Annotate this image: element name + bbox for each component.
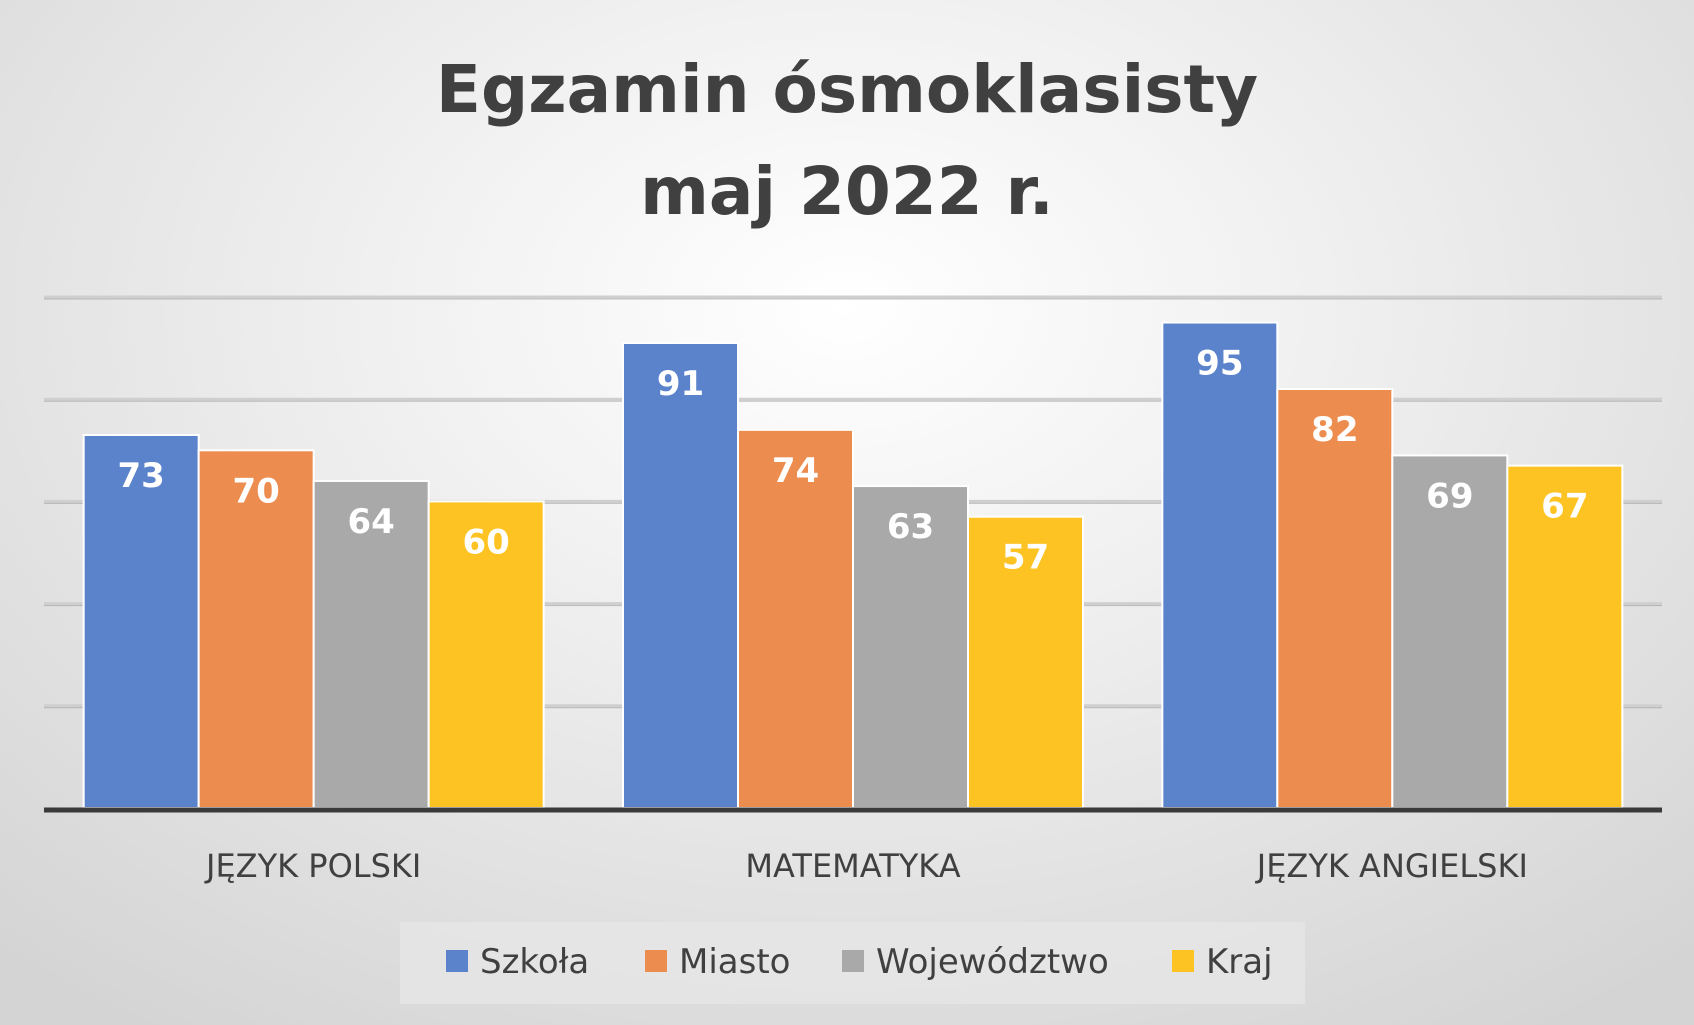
data-label: 63 — [887, 507, 934, 547]
category-label: MATEMATYKA — [745, 847, 960, 885]
data-label: 73 — [118, 456, 165, 496]
bar — [1161, 321, 1279, 809]
legend-label: Miasto — [679, 942, 790, 982]
legend-swatch — [842, 950, 864, 972]
legend-swatch — [645, 950, 667, 972]
data-label: 57 — [1002, 538, 1049, 578]
legend: Szkoła Miasto Województwo Kraj — [400, 922, 1305, 1004]
bar — [197, 449, 315, 809]
bar — [1391, 454, 1509, 809]
legend-label: Szkoła — [480, 942, 589, 982]
data-labels: 73 70 64 60 91 74 63 57 95 82 69 67 — [118, 344, 1589, 578]
chart-title: Egzamin ósmoklasisty maj 2022 r. — [436, 51, 1258, 230]
data-label: 69 — [1426, 476, 1473, 516]
bar — [737, 428, 854, 809]
category-labels: JĘZYK POLSKI MATEMATYKA JĘZYK ANGIELSKI — [204, 847, 1528, 885]
bar — [852, 485, 969, 809]
bar — [1506, 464, 1624, 809]
legend-label: Województwo — [876, 942, 1109, 982]
bar — [427, 500, 545, 809]
category-label: JĘZYK POLSKI — [204, 847, 421, 885]
data-label: 64 — [348, 502, 395, 542]
category-label: JĘZYK ANGIELSKI — [1255, 847, 1528, 885]
data-label: 60 — [463, 522, 510, 562]
data-label: 74 — [772, 451, 819, 491]
data-label: 70 — [233, 471, 280, 511]
legend-swatch — [446, 950, 468, 972]
data-label: 91 — [657, 364, 704, 404]
data-label: 95 — [1196, 344, 1243, 384]
legend-label: Kraj — [1206, 942, 1273, 982]
legend-swatch — [1172, 950, 1194, 972]
data-label: 82 — [1311, 410, 1358, 450]
bars — [82, 321, 1624, 809]
chart-title-line-2: maj 2022 r. — [640, 153, 1054, 230]
data-label: 67 — [1541, 487, 1588, 527]
chart-title-line-1: Egzamin ósmoklasisty — [436, 51, 1258, 128]
bar — [1276, 387, 1394, 809]
bar — [967, 515, 1084, 809]
bar — [622, 341, 739, 809]
